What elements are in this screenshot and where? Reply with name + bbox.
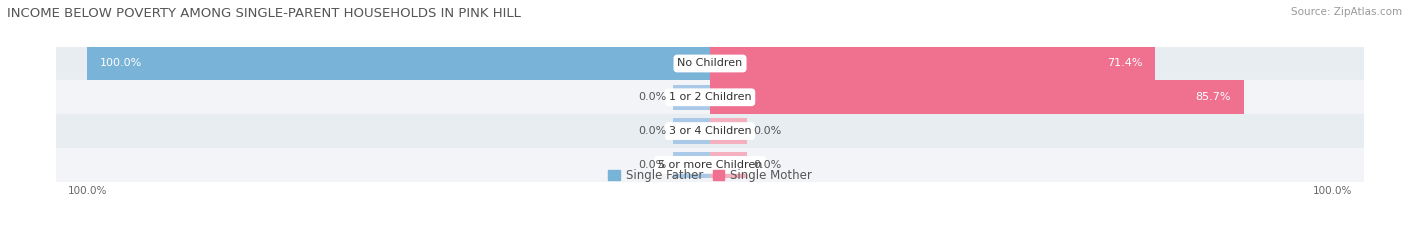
Bar (56, 47, 1364, 80)
Text: INCOME BELOW POVERTY AMONG SINGLE-PARENT HOUSEHOLDS IN PINK HILL: INCOME BELOW POVERTY AMONG SINGLE-PARENT… (7, 7, 520, 20)
Text: 100.0%: 100.0% (100, 58, 142, 69)
Bar (672, 85, 710, 110)
Bar (710, 118, 748, 144)
Bar (672, 152, 710, 178)
Bar (56, 148, 1364, 182)
Text: 0.0%: 0.0% (638, 160, 666, 170)
Legend: Single Father, Single Mother: Single Father, Single Mother (603, 164, 817, 187)
Text: 0.0%: 0.0% (754, 126, 782, 136)
Bar (56, 80, 1364, 114)
Text: 0.0%: 0.0% (638, 92, 666, 102)
Bar (710, 152, 748, 178)
Bar (672, 118, 710, 144)
Text: 0.0%: 0.0% (638, 126, 666, 136)
Text: 1 or 2 Children: 1 or 2 Children (669, 92, 751, 102)
Text: Source: ZipAtlas.com: Source: ZipAtlas.com (1291, 7, 1402, 17)
Text: 85.7%: 85.7% (1195, 92, 1232, 102)
Bar (87, 47, 710, 80)
Bar (710, 80, 1244, 114)
Bar (710, 47, 1154, 80)
Text: 0.0%: 0.0% (754, 160, 782, 170)
Text: 5 or more Children: 5 or more Children (658, 160, 762, 170)
Text: 71.4%: 71.4% (1107, 58, 1142, 69)
Text: 3 or 4 Children: 3 or 4 Children (669, 126, 751, 136)
Bar (56, 114, 1364, 148)
Text: No Children: No Children (678, 58, 742, 69)
